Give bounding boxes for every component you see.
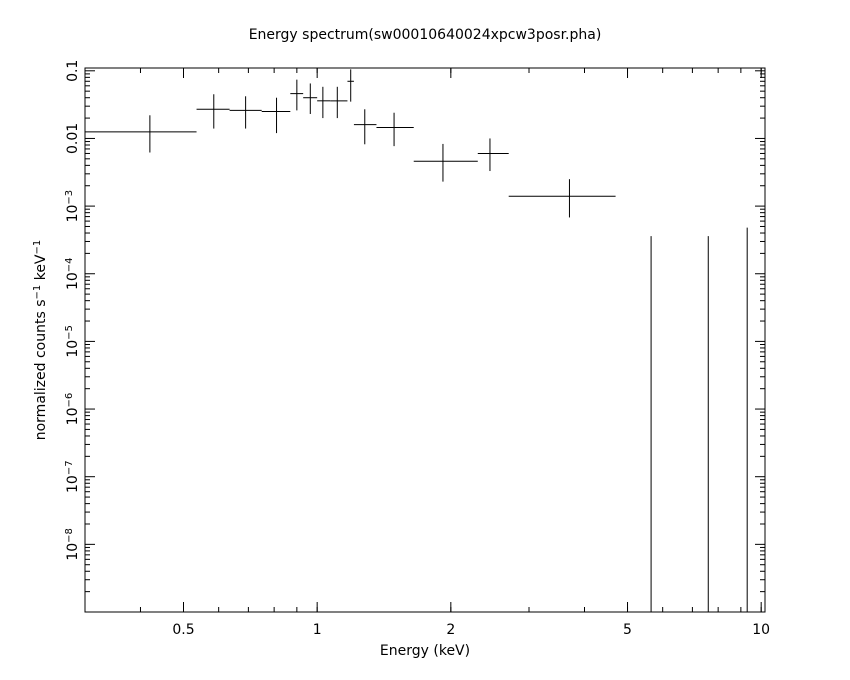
data-point	[376, 112, 414, 147]
x-tick-label: 0.5	[172, 622, 194, 638]
y-tick-label-base: 10	[65, 340, 81, 358]
y-tick-label-base: 10	[65, 543, 81, 561]
y-tick-label: 10−7	[64, 460, 82, 493]
x-tick-label: 2	[446, 622, 455, 638]
y-tick-label-exp: −5	[64, 325, 75, 340]
y-tick-label: 10−5	[64, 325, 82, 358]
y-tick-label: 10−4	[64, 257, 82, 290]
data-points	[85, 69, 748, 612]
data-point	[508, 179, 616, 218]
y-axis-ticks	[85, 70, 765, 613]
data-point	[330, 86, 348, 119]
y-tick-label-exp: −4	[64, 257, 75, 272]
data-point	[85, 115, 197, 153]
data-point	[353, 109, 377, 145]
x-tick-label: 10	[752, 622, 770, 638]
y-axis-label-mid: keV	[33, 254, 49, 285]
y-axis-label-base: normalized counts s	[33, 299, 49, 440]
y-tick-label: 0.01	[65, 123, 81, 154]
y-tick-label: 10−8	[64, 528, 82, 561]
data-point	[347, 69, 354, 102]
chart-title: Energy spectrum(sw00010640024xpcw3posr.p…	[249, 27, 602, 43]
y-tick-label-exp: −3	[64, 190, 75, 205]
y-tick-label-exp: −8	[64, 528, 75, 543]
y-tick-label: 10−3	[64, 190, 82, 223]
y-tick-label: 0.1	[65, 60, 81, 82]
y-tick-label-exp: −7	[64, 460, 75, 475]
y-tick-label-base: 10	[65, 205, 81, 223]
data-point	[413, 143, 478, 182]
y-tick-label: 10−6	[64, 393, 82, 426]
y-tick-label-base: 10	[65, 272, 81, 290]
y-tick-label-base: 10	[65, 408, 81, 426]
y-axis-label: normalized counts s−1 keV−1	[32, 240, 50, 441]
x-axis-label: Energy (keV)	[380, 643, 470, 659]
data-point	[317, 86, 331, 119]
x-tick-label: 1	[313, 622, 322, 638]
x-axis-ticks	[84, 68, 762, 612]
data-point	[196, 94, 230, 129]
plot-frame	[84, 67, 766, 613]
y-tick-label-exp: −6	[64, 393, 75, 408]
y-axis-label-sup2: −1	[32, 240, 43, 255]
y-axis-label-sup1: −1	[32, 285, 43, 300]
data-point	[303, 83, 318, 114]
data-point	[261, 97, 291, 134]
y-tick-label-base: 10	[65, 475, 81, 493]
x-axis-tick-labels: 0.5 1 2 5 10	[172, 622, 770, 638]
data-point	[229, 96, 262, 129]
x-tick-label: 5	[623, 622, 632, 638]
data-point	[290, 79, 304, 111]
data-point	[477, 138, 509, 172]
